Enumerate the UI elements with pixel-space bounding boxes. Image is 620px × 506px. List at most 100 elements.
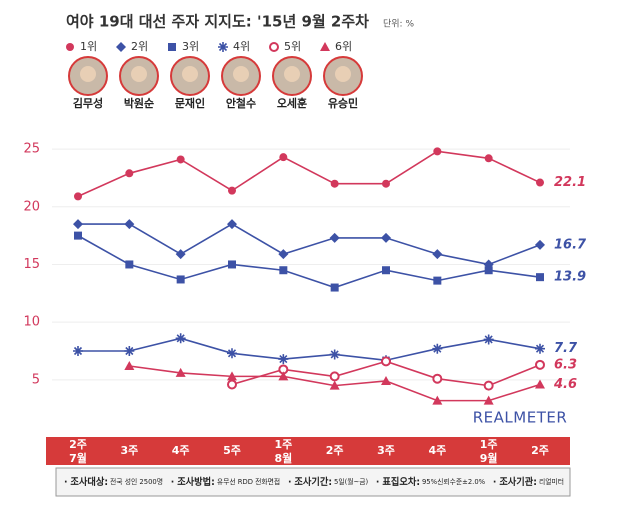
marker [484,266,493,275]
marker [382,266,390,275]
note-bullet: · [64,477,68,488]
legend-label: 2위 [131,40,148,53]
marker [329,349,340,360]
marker [278,249,289,260]
legend-marker [66,43,74,51]
x-month-label: 9월 [480,451,498,465]
candidate-name: 안철수 [226,96,256,110]
x-axis-band [46,437,570,465]
marker [483,334,494,345]
marker [73,346,83,356]
x-month-label: 7월 [69,451,87,465]
photo-face [80,66,96,82]
marker [535,379,545,389]
marker [329,232,340,243]
marker [432,373,443,384]
marker [329,371,340,382]
marker [74,231,82,240]
note-bullet: · [376,477,380,488]
legend-marker [320,42,330,51]
marker [124,346,135,356]
marker [175,367,186,377]
x-tick-label: 2주 [69,438,87,451]
notes-box [55,467,571,497]
legend-marker [218,42,228,52]
note-label: 조사방법: [177,476,215,488]
x-tick-label: 1주 [274,438,292,451]
marker [484,154,493,163]
x-tick-label: 3주 [377,444,395,457]
marker [175,249,186,260]
note-label: 조사기간: [294,476,332,488]
x-tick-label: 3주 [120,444,138,457]
marker [125,260,134,269]
x-tick-label: 4주 [428,444,446,457]
marker [432,343,443,354]
marker [278,371,289,381]
note-text: 리얼미터 [539,477,564,486]
marker [483,395,494,405]
series-line [78,337,541,362]
x-tick-label: 5주 [223,444,241,457]
marker [330,179,339,188]
end-value-label: 4.6 [553,377,577,392]
photo-face [335,66,351,82]
marker [330,283,339,292]
marker [432,249,443,260]
legend-label: 5위 [284,40,301,53]
marker [535,239,545,250]
x-month-label: 8월 [274,451,292,465]
marker [228,186,236,195]
marker [227,371,237,381]
marker [279,153,288,162]
note-bullet: · [493,477,497,488]
chart-title: 여야 19대 대선 주자 지지도: '15년 9월 2주차 [66,13,369,31]
marker [432,395,443,405]
marker [382,179,390,188]
note-text: 전국 성인 2500명 [110,477,163,486]
y-tick-label: 25 [23,142,40,157]
marker [74,192,82,201]
y-tick-label: 5 [32,372,40,387]
end-value-label: 7.7 [554,341,578,356]
note-label: 조사기관: [499,476,537,488]
legend-label: 6위 [335,40,352,53]
x-tick-label: 2주 [531,444,549,457]
y-tick-label: 15 [23,257,40,272]
marker [227,219,237,230]
marker [176,275,185,284]
note-bullet: · [171,477,175,488]
candidate-name: 오세훈 [277,96,307,110]
series-line [78,223,541,266]
legend-marker [269,42,279,52]
marker [124,361,135,370]
candidate-name: 문재인 [175,96,205,110]
note-label: 표집오차: [382,476,420,488]
x-tick-label: 4주 [172,444,190,457]
x-tick-label: 1주 [480,438,498,451]
note-text: 95%신뢰수준±2.0% [422,477,485,486]
photo-face [233,66,249,82]
series-line [77,150,541,198]
end-value-label: 16.7 [554,237,587,252]
unit-label: 단위: % [383,19,414,30]
marker [176,155,185,164]
marker [381,232,391,243]
marker [535,343,545,354]
note-label: 조사대상: [70,476,108,488]
marker [73,219,83,230]
x-tick-label: 2주 [326,444,344,457]
y-tick-label: 20 [23,199,40,214]
marker [227,379,237,390]
legend-label: 1위 [80,40,97,53]
marker [381,376,391,385]
legend-marker [116,42,126,52]
marker [124,219,135,230]
end-value-label: 13.9 [554,270,586,285]
note-text: 5일(월~금) [334,477,368,486]
y-tick-label: 10 [23,315,40,330]
marker [227,348,237,359]
note-bullet: · [288,477,292,488]
marker [483,380,494,391]
